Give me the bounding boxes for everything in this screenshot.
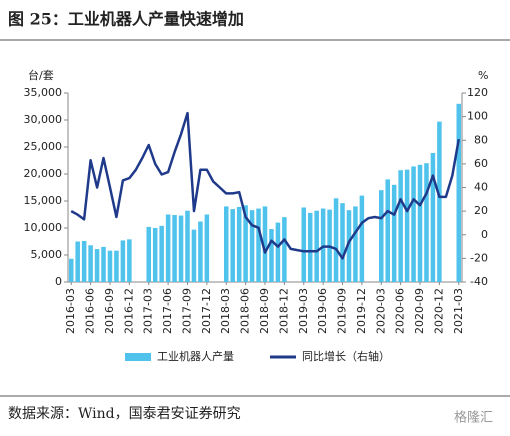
- bar: [230, 209, 235, 282]
- bar: [353, 206, 358, 282]
- y-tick-label: 25,000: [24, 140, 63, 153]
- bar: [269, 229, 274, 282]
- x-tick-label: 2019-03: [297, 288, 310, 334]
- y-tick-label: 20,000: [24, 167, 63, 180]
- bar: [223, 206, 229, 282]
- y-tick-label: 10,000: [24, 221, 63, 234]
- bar: [159, 225, 164, 282]
- x-tick-label: 2021-03: [452, 288, 465, 334]
- y-tick-label: 30,000: [24, 113, 63, 126]
- bar: [236, 206, 242, 282]
- bar: [107, 250, 113, 282]
- x-tick-label: 2018-12: [277, 288, 290, 334]
- bar: [75, 241, 80, 282]
- bar: [398, 170, 403, 282]
- y2-tick-label: 60: [474, 157, 488, 170]
- bar: [185, 210, 190, 282]
- x-tick-label: 2019-06: [316, 288, 329, 334]
- x-tick-label: 2018-06: [239, 288, 252, 334]
- x-tick-label: 2017-03: [142, 288, 155, 334]
- y2-tick-label: 120: [467, 86, 488, 99]
- y2-tick-label: -40: [470, 275, 488, 288]
- bar: [391, 184, 397, 282]
- x-tick-label: 2016-09: [103, 288, 116, 334]
- bar: [204, 214, 210, 282]
- bar: [88, 245, 93, 282]
- y2-tick-label: 40: [474, 181, 488, 194]
- legend-label: 工业机器人产量: [157, 349, 234, 363]
- bar: [282, 217, 287, 282]
- x-tick-label: 2018-03: [219, 288, 232, 334]
- x-tick-label: 2020-03: [374, 288, 387, 334]
- x-tick-label: 2018-09: [258, 288, 271, 334]
- bar: [424, 163, 429, 282]
- line: [70, 111, 461, 260]
- y2-tick-label: 100: [467, 110, 488, 123]
- legend-label: 同比增长（右轴）: [302, 349, 390, 363]
- source: 数据来源：Wind，国泰君安证券研究: [8, 406, 241, 422]
- y-tick-label: 0: [55, 275, 62, 288]
- watermark: 格隆汇: [454, 410, 493, 426]
- y-tick-label: 35,000: [24, 86, 63, 99]
- bar: [301, 207, 307, 282]
- bar: [68, 258, 74, 282]
- bar: [114, 250, 119, 282]
- legend-swatch: [125, 353, 151, 361]
- bar: [307, 212, 313, 282]
- y2-tick-label: 0: [481, 228, 488, 241]
- bar: [333, 198, 339, 282]
- bar: [101, 246, 106, 282]
- y2-tick-label: 20: [474, 204, 488, 217]
- bar: [256, 208, 261, 282]
- bar: [172, 215, 177, 282]
- y2-axis-label: %: [478, 69, 488, 82]
- bar: [417, 164, 423, 282]
- y-axis-label: 台/套: [28, 68, 54, 82]
- bar: [152, 228, 158, 282]
- x-tick-label: 2017-12: [200, 288, 213, 334]
- bar: [385, 179, 390, 282]
- y2-tick-label: 80: [474, 133, 488, 146]
- bar: [165, 214, 171, 282]
- bar: [340, 203, 345, 282]
- x-tick-label: 2019-12: [355, 288, 368, 334]
- bar: [127, 239, 132, 282]
- bar: [120, 240, 126, 282]
- bar: [411, 166, 416, 282]
- x-tick-label: 2019-09: [336, 288, 349, 334]
- y-tick-label: 5,000: [31, 248, 63, 261]
- bar: [379, 190, 384, 282]
- bar: [191, 229, 197, 282]
- bar: [94, 249, 100, 282]
- x-tick-label: 2017-09: [180, 288, 193, 334]
- bar: [346, 210, 352, 282]
- x-tick-label: 2020-12: [432, 288, 445, 334]
- x-tick-label: 2017-06: [161, 288, 174, 334]
- chart-title: 图 25：工业机器人产量快速增加: [8, 10, 244, 29]
- y2-tick-label: -20: [470, 251, 488, 264]
- bar: [404, 169, 410, 282]
- x-tick-label: 2020-09: [413, 288, 426, 334]
- bar: [249, 210, 255, 282]
- bar: [178, 215, 184, 282]
- bar: [456, 103, 462, 282]
- bar: [262, 206, 268, 282]
- bar: [437, 121, 442, 283]
- bar: [320, 208, 326, 282]
- x-tick-label: 2020-06: [394, 288, 407, 334]
- bar: [146, 226, 151, 282]
- x-tick-label: 2016-03: [64, 288, 77, 334]
- bar: [275, 222, 281, 282]
- bar: [359, 195, 365, 282]
- bar: [198, 221, 203, 282]
- bar: [81, 240, 87, 282]
- x-tick-label: 2016-06: [84, 288, 97, 334]
- x-tick-label: 2016-12: [122, 288, 135, 334]
- bar: [243, 205, 248, 282]
- bar: [314, 210, 319, 282]
- bar: [430, 152, 436, 282]
- y-tick-label: 15,000: [24, 194, 63, 207]
